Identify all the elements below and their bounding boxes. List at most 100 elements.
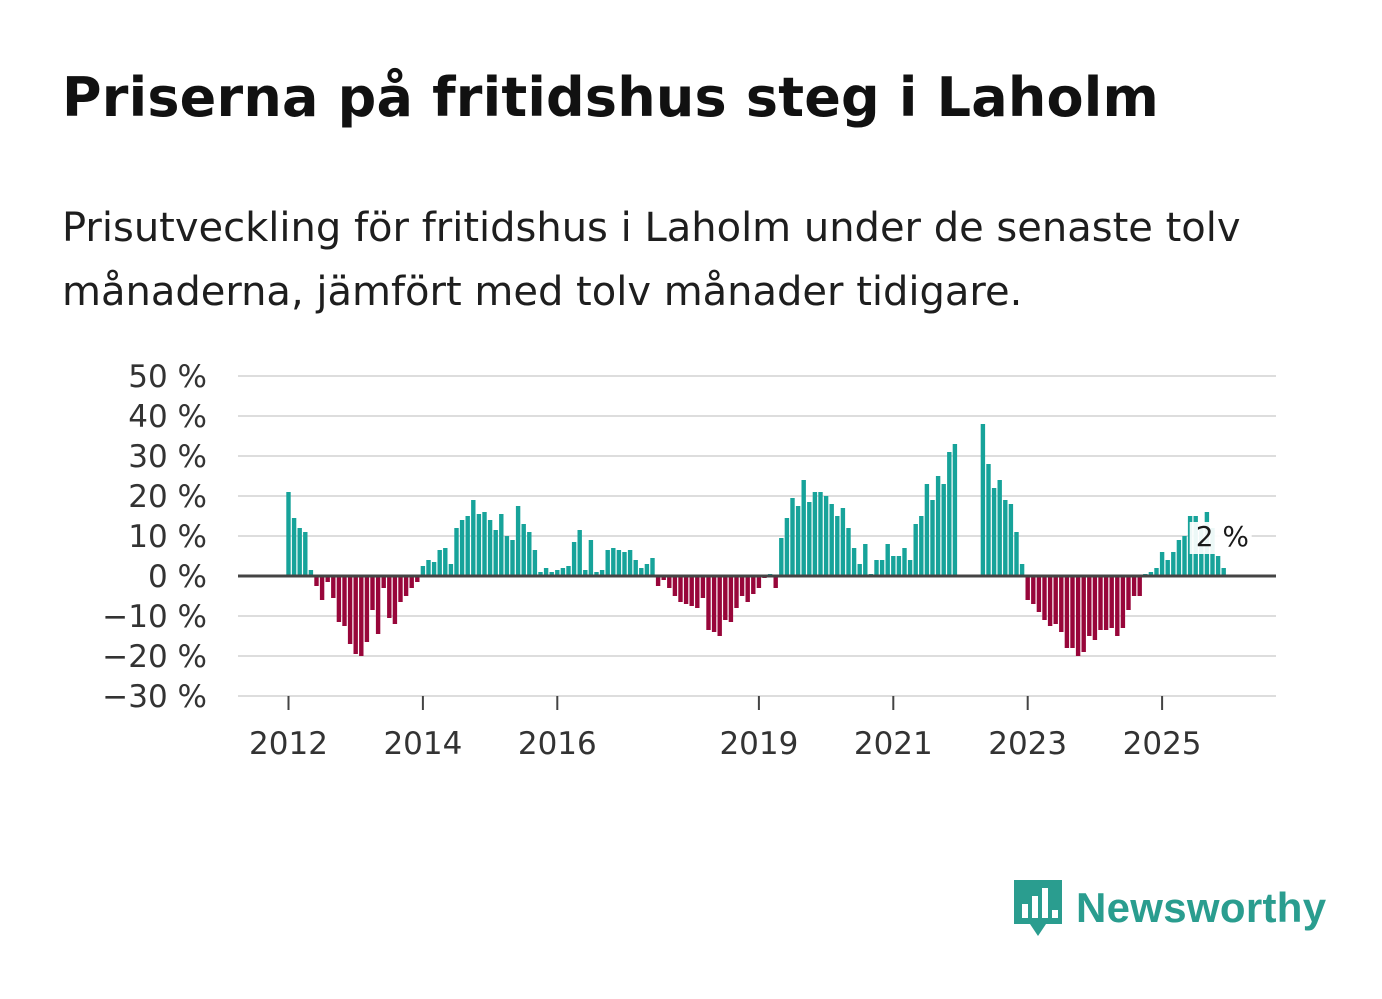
bar (700, 576, 706, 598)
bar (661, 576, 666, 580)
bar (1070, 576, 1075, 648)
bar (381, 576, 386, 588)
y-tick-label: 40 % (128, 399, 207, 435)
bar (359, 576, 364, 656)
bar (627, 550, 633, 576)
bar (1221, 568, 1226, 576)
bar (639, 568, 644, 576)
bar (667, 576, 672, 588)
bar (577, 530, 582, 576)
bar (465, 516, 470, 576)
y-tick-label: 10 % (128, 519, 207, 555)
bar (756, 576, 762, 588)
y-tick-label: 30 % (128, 439, 207, 475)
bar (286, 492, 291, 576)
bar (549, 572, 554, 576)
bar (538, 572, 543, 576)
newsworthy-logo-icon (1014, 880, 1062, 936)
bar (605, 550, 610, 576)
bar (375, 576, 381, 634)
bar (773, 576, 778, 588)
bar (1019, 564, 1025, 576)
bar (431, 562, 437, 576)
bar (314, 576, 319, 586)
x-tick-label: 2021 (854, 726, 933, 762)
y-tick-label: −20 % (102, 639, 207, 675)
bar (1159, 552, 1165, 576)
y-tick-label: 0 % (148, 559, 207, 595)
x-tick-label: 2016 (518, 726, 597, 762)
bar (515, 506, 521, 576)
bar (835, 516, 840, 576)
bar (980, 424, 986, 576)
bar (1154, 568, 1159, 576)
bar (521, 524, 526, 576)
bar (510, 540, 515, 576)
bar (1092, 576, 1098, 640)
bar (1215, 556, 1221, 576)
bar (1087, 576, 1092, 636)
bar (1031, 576, 1036, 604)
bar (437, 550, 442, 576)
chart-title: Priserna på fritidshus steg i Laholm (62, 66, 1159, 129)
bar (723, 576, 728, 620)
bar (1098, 576, 1103, 630)
x-tick-label: 2019 (719, 726, 798, 762)
bar (896, 556, 902, 576)
bar (941, 484, 946, 576)
bar (745, 576, 750, 602)
y-tick-label: 20 % (128, 479, 207, 515)
bar (448, 564, 454, 576)
end-label-text: 2 % (1196, 520, 1249, 553)
bar (1165, 560, 1170, 576)
bar (325, 576, 330, 582)
bar (734, 576, 739, 608)
bar (392, 576, 398, 624)
bar (487, 520, 493, 576)
bar (443, 548, 448, 576)
bar (650, 558, 655, 576)
bar (1182, 536, 1187, 576)
brand-name: Newsworthy (1076, 884, 1327, 931)
bar (801, 480, 806, 576)
bar (784, 518, 790, 576)
bar (303, 532, 308, 576)
bar (583, 570, 588, 576)
brand: Newsworthy (1012, 878, 1326, 938)
bar (947, 452, 952, 576)
bar (622, 552, 627, 576)
bar (331, 576, 336, 598)
bar (599, 570, 605, 576)
bar (790, 498, 795, 576)
bar (846, 528, 851, 576)
bar (644, 564, 650, 576)
bar (459, 520, 465, 576)
bar (1103, 576, 1109, 630)
bar (403, 576, 409, 596)
bar (471, 500, 476, 576)
bar (706, 576, 711, 630)
bar (818, 492, 823, 576)
bar (795, 506, 801, 576)
bar (672, 576, 678, 596)
bar (499, 514, 504, 576)
bar (829, 504, 834, 576)
bar (1042, 576, 1047, 620)
bar (739, 576, 745, 596)
bar (930, 500, 935, 576)
bar (555, 570, 560, 576)
bar (336, 576, 342, 622)
x-axis-ticks: 2012 2014 2016 2019 2021 2023 2025 (249, 696, 1202, 762)
bar (1047, 576, 1053, 626)
bar (1059, 576, 1064, 632)
bar (779, 538, 784, 576)
x-tick-label: 2012 (249, 726, 328, 762)
bar (633, 560, 638, 576)
bar (420, 566, 426, 576)
bar (902, 548, 907, 576)
bar (571, 542, 577, 576)
bar (387, 576, 392, 618)
bar (913, 524, 918, 576)
bar (560, 568, 566, 576)
